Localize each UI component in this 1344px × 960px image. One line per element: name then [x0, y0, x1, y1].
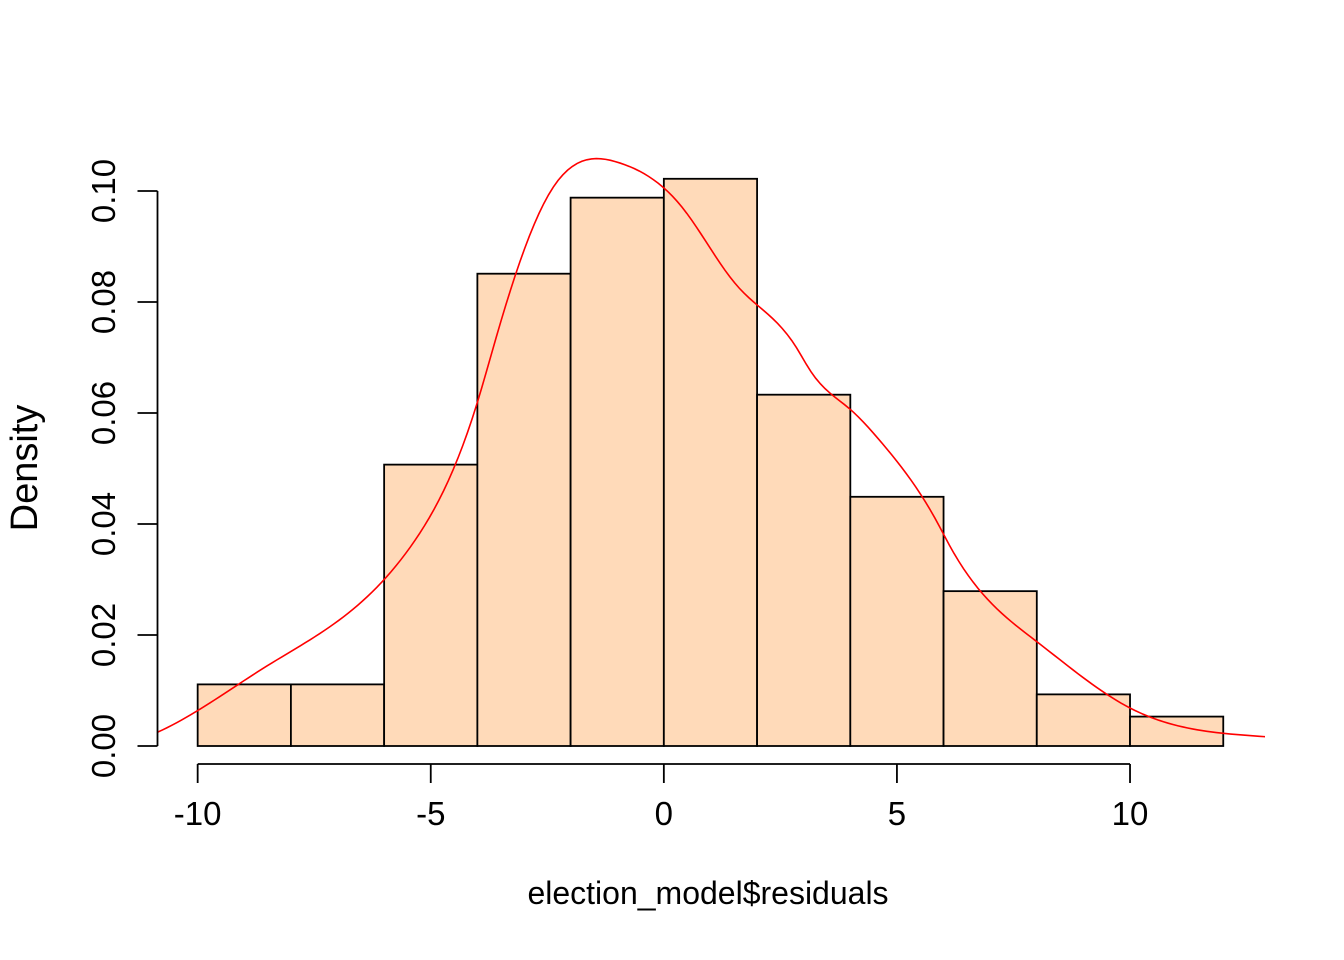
svg-text:0.02: 0.02 [85, 603, 122, 667]
svg-text:10: 10 [1112, 795, 1149, 832]
svg-text:0: 0 [655, 795, 673, 832]
svg-text:0.08: 0.08 [85, 270, 122, 334]
svg-text:5: 5 [888, 795, 906, 832]
svg-text:0.06: 0.06 [85, 381, 122, 445]
svg-text:-5: -5 [416, 795, 445, 832]
svg-text:Density: Density [4, 405, 46, 532]
svg-text:0.10: 0.10 [85, 159, 122, 223]
svg-text:election_model$residuals: election_model$residuals [527, 875, 888, 911]
svg-text:0.00: 0.00 [85, 714, 122, 778]
svg-text:-10: -10 [174, 795, 222, 832]
svg-text:0.04: 0.04 [85, 492, 122, 556]
